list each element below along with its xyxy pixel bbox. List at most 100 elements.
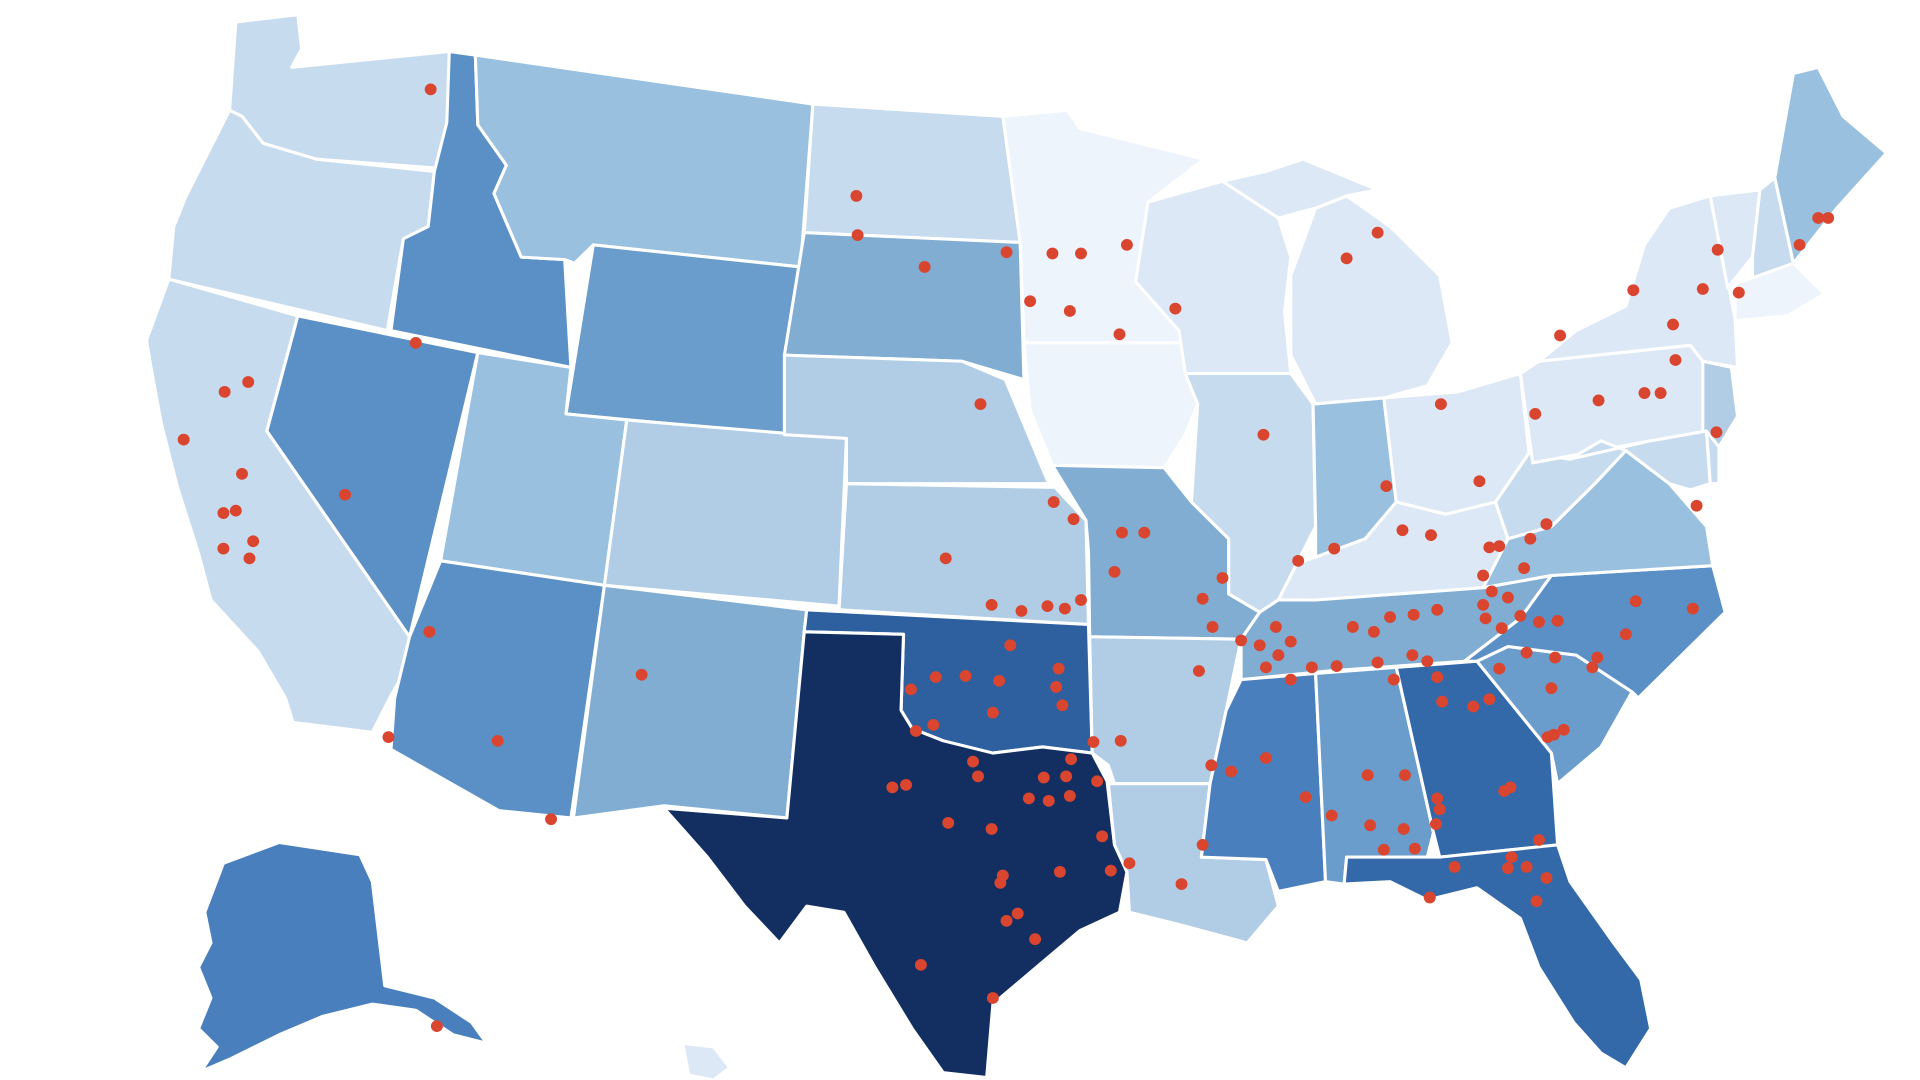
location-marker[interactable] xyxy=(1063,305,1076,317)
location-marker[interactable] xyxy=(1269,621,1282,633)
location-marker[interactable] xyxy=(1696,283,1709,295)
location-marker[interactable] xyxy=(1305,661,1318,674)
location-marker[interactable] xyxy=(1638,387,1651,399)
location-marker[interactable] xyxy=(1387,673,1400,686)
location-marker[interactable] xyxy=(1627,284,1640,297)
location-marker[interactable] xyxy=(1485,585,1498,598)
location-marker[interactable] xyxy=(1541,731,1554,744)
location-marker[interactable] xyxy=(1533,834,1545,846)
location-marker[interactable] xyxy=(959,670,972,682)
location-marker[interactable] xyxy=(1592,394,1605,407)
state-michigan-upper[interactable] xyxy=(1220,157,1380,220)
state-florida[interactable] xyxy=(1342,843,1653,1070)
location-marker[interactable] xyxy=(1669,354,1682,366)
location-marker[interactable] xyxy=(1138,526,1151,539)
location-marker[interactable] xyxy=(1690,499,1703,512)
state-new-york[interactable] xyxy=(1537,194,1740,369)
location-marker[interactable] xyxy=(1467,700,1480,713)
location-marker[interactable] xyxy=(1022,792,1035,805)
location-marker[interactable] xyxy=(217,542,230,555)
location-marker[interactable] xyxy=(1113,328,1126,341)
location-marker[interactable] xyxy=(1052,662,1065,675)
location-marker[interactable] xyxy=(1060,770,1073,783)
location-marker[interactable] xyxy=(1284,673,1297,686)
location-marker[interactable] xyxy=(1042,794,1055,807)
location-marker[interactable] xyxy=(909,725,922,737)
location-marker[interactable] xyxy=(1586,661,1599,674)
location-marker[interactable] xyxy=(1340,252,1353,265)
state-maryland[interactable] xyxy=(1568,429,1712,492)
location-marker[interactable] xyxy=(985,823,998,835)
location-marker[interactable] xyxy=(1493,662,1506,675)
location-marker[interactable] xyxy=(1545,682,1558,695)
state-new-mexico[interactable] xyxy=(571,583,809,820)
location-marker[interactable] xyxy=(1067,513,1080,526)
location-marker[interactable] xyxy=(1108,565,1121,578)
location-marker[interactable] xyxy=(1259,661,1272,674)
location-marker[interactable] xyxy=(1015,605,1028,617)
location-marker[interactable] xyxy=(1364,819,1377,832)
location-marker[interactable] xyxy=(1096,830,1109,843)
location-marker[interactable] xyxy=(1371,226,1384,239)
location-marker[interactable] xyxy=(1477,599,1490,611)
location-marker[interactable] xyxy=(1000,914,1013,927)
location-marker[interactable] xyxy=(1406,649,1419,661)
location-marker[interactable] xyxy=(1284,635,1297,648)
location-marker[interactable] xyxy=(1629,595,1642,608)
location-marker[interactable] xyxy=(986,992,999,1004)
location-marker[interactable] xyxy=(1272,649,1285,661)
state-hawaii[interactable] xyxy=(681,1041,732,1080)
location-marker[interactable] xyxy=(1554,329,1567,342)
location-marker[interactable] xyxy=(1518,562,1531,575)
location-marker[interactable] xyxy=(985,599,998,611)
location-marker[interactable] xyxy=(1046,247,1059,260)
location-marker[interactable] xyxy=(217,507,230,519)
location-marker[interactable] xyxy=(1495,622,1508,635)
location-marker[interactable] xyxy=(1328,542,1341,555)
location-marker[interactable] xyxy=(1091,775,1104,788)
location-marker[interactable] xyxy=(886,781,899,794)
location-marker[interactable] xyxy=(1822,212,1835,224)
location-marker[interactable] xyxy=(218,385,231,398)
location-marker[interactable] xyxy=(1259,752,1272,764)
location-marker[interactable] xyxy=(1011,907,1024,920)
location-marker[interactable] xyxy=(1408,842,1421,855)
location-marker[interactable] xyxy=(1436,695,1449,708)
location-marker[interactable] xyxy=(1063,790,1076,802)
location-marker[interactable] xyxy=(1557,723,1570,736)
location-marker[interactable] xyxy=(1540,518,1553,530)
location-marker[interactable] xyxy=(1075,247,1087,260)
location-marker[interactable] xyxy=(942,816,955,829)
state-massachusetts[interactable] xyxy=(1733,261,1826,323)
location-marker[interactable] xyxy=(1483,693,1496,706)
location-marker[interactable] xyxy=(1520,646,1533,659)
location-marker[interactable] xyxy=(1346,621,1359,633)
location-marker[interactable] xyxy=(1253,639,1266,652)
location-marker[interactable] xyxy=(1114,734,1127,747)
location-marker[interactable] xyxy=(1050,681,1063,693)
location-marker[interactable] xyxy=(1384,611,1397,624)
location-marker[interactable] xyxy=(1075,594,1087,606)
location-marker[interactable] xyxy=(1192,665,1205,677)
location-marker[interactable] xyxy=(247,535,260,548)
location-marker[interactable] xyxy=(1710,426,1723,439)
location-marker[interactable] xyxy=(1431,603,1444,616)
location-marker[interactable] xyxy=(339,488,351,501)
location-marker[interactable] xyxy=(1540,872,1553,884)
location-marker[interactable] xyxy=(1533,616,1545,628)
state-north-dakota[interactable] xyxy=(802,102,1022,244)
location-marker[interactable] xyxy=(1431,671,1444,684)
location-marker[interactable] xyxy=(850,190,863,202)
location-marker[interactable] xyxy=(1330,660,1343,672)
location-marker[interactable] xyxy=(929,671,942,684)
location-marker[interactable] xyxy=(545,813,558,826)
location-marker[interactable] xyxy=(423,625,436,638)
state-iowa[interactable] xyxy=(1022,341,1200,470)
location-marker[interactable] xyxy=(382,731,395,744)
location-marker[interactable] xyxy=(1619,628,1632,641)
location-marker[interactable] xyxy=(1169,302,1182,315)
location-marker[interactable] xyxy=(1711,243,1724,256)
location-marker[interactable] xyxy=(1530,895,1543,908)
location-marker[interactable] xyxy=(1398,769,1411,781)
state-south-dakota[interactable] xyxy=(782,231,1026,382)
